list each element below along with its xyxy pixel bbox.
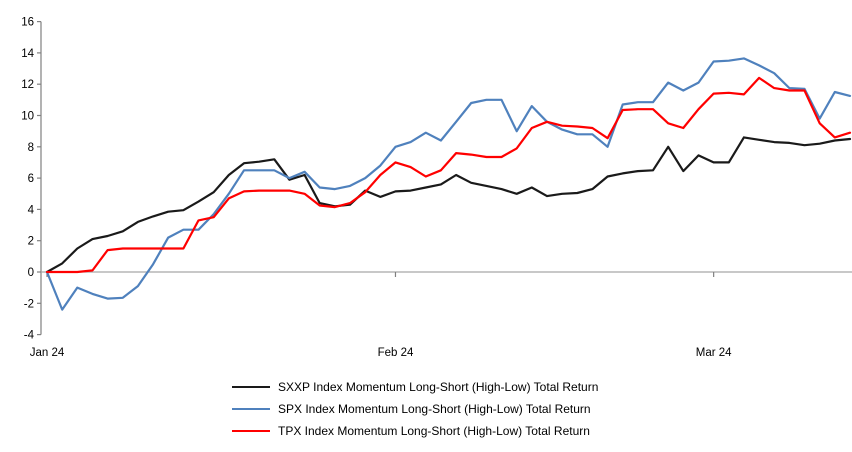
y-tick-label: 8	[28, 142, 34, 154]
x-tick-label: Feb 24	[378, 347, 414, 359]
y-tick-label: -2	[24, 298, 34, 310]
y-tick-label: 10	[21, 111, 34, 123]
y-tick-label: 14	[21, 48, 34, 60]
legend-line-swatch-spx	[232, 408, 270, 410]
x-tick-label: Jan 24	[30, 347, 65, 359]
legend-label-tpx: TPX Index Momentum Long-Short (High-Low)…	[278, 424, 590, 438]
y-tick-label: 16	[21, 17, 34, 29]
legend-label-spx: SPX Index Momentum Long-Short (High-Low)…	[278, 402, 591, 416]
legend-line-swatch-sxxp	[232, 386, 270, 388]
series-line-spx	[45, 57, 852, 311]
legend-label-sxxp: SXXP Index Momentum Long-Short (High-Low…	[278, 380, 599, 394]
legend-item-spx: SPX Index Momentum Long-Short (High-Low)…	[232, 398, 598, 420]
x-tick-label: Mar 24	[696, 347, 732, 359]
y-tick-label: 2	[28, 236, 34, 248]
series-line-tpx	[45, 76, 852, 274]
legend-line-swatch-tpx	[232, 430, 270, 432]
legend-item-sxxp: SXXP Index Momentum Long-Short (High-Low…	[232, 376, 598, 398]
series-line-sxxp	[45, 136, 852, 274]
y-tick-label: 0	[28, 267, 34, 279]
legend-item-tpx: TPX Index Momentum Long-Short (High-Low)…	[232, 420, 598, 442]
chart-legend: SXXP Index Momentum Long-Short (High-Low…	[232, 376, 598, 442]
y-tick-label: 4	[28, 204, 35, 216]
y-tick-label: 6	[28, 173, 34, 185]
y-tick-label: -4	[24, 330, 35, 342]
y-tick-label: 12	[21, 79, 34, 91]
